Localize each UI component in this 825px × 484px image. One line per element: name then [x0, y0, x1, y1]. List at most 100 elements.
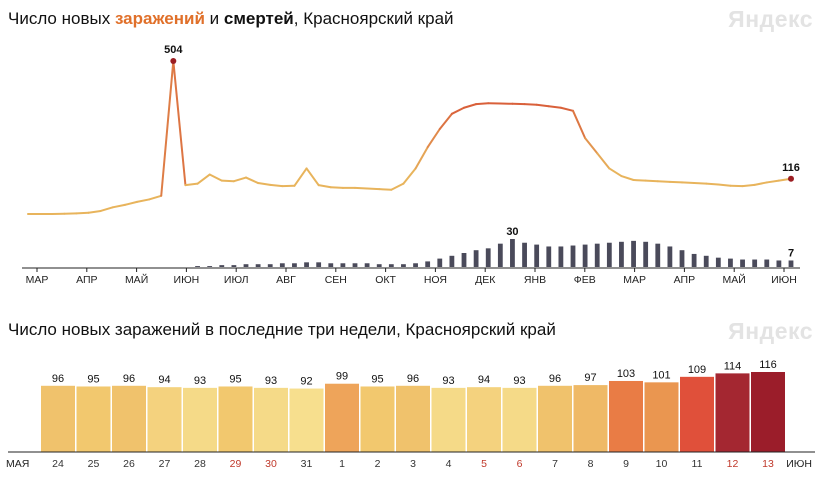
- infections-line-segment: [111, 203, 126, 209]
- infections-line-segment: [656, 180, 671, 183]
- day-label: 25: [88, 458, 100, 470]
- infections-line-segment: [438, 112, 453, 130]
- deaths-bar: [207, 266, 213, 267]
- deaths-bar: [631, 240, 636, 267]
- day-label: 24: [52, 458, 64, 470]
- day-bar: [41, 385, 75, 452]
- infections-line-segment: [572, 109, 587, 140]
- infections-line-segment: [329, 186, 344, 189]
- month-label: МАЙ: [723, 273, 746, 286]
- deaths-bar: [195, 266, 200, 267]
- bar-value-label: 96: [407, 373, 419, 385]
- bar-value-label: 94: [478, 374, 490, 386]
- deaths-bar: [728, 258, 733, 267]
- title-part-1: Число новых: [8, 9, 115, 28]
- bar-value-label: 92: [300, 376, 312, 388]
- infections-line-segment: [99, 206, 114, 212]
- day-label: 4: [446, 458, 452, 470]
- month-label: МАР: [26, 274, 49, 286]
- month-label: СЕН: [325, 274, 347, 286]
- deaths-bar: [473, 250, 479, 267]
- bar-value-label: 114: [724, 360, 742, 372]
- bar-value-label: 95: [229, 373, 241, 385]
- deaths-bar: [667, 246, 673, 267]
- day-label: 9: [623, 458, 629, 470]
- deaths-bar: [376, 264, 382, 267]
- infections-line-segment: [765, 179, 780, 184]
- day-label: 31: [301, 458, 313, 470]
- infections-line-segment: [450, 106, 465, 115]
- month-label: НОЯ: [424, 274, 447, 286]
- bar-value-label: 109: [688, 364, 706, 376]
- deaths-bar: [316, 262, 322, 267]
- deaths-bar: [219, 265, 225, 267]
- infections-line-segment: [632, 179, 647, 182]
- infections-line-segment: [269, 183, 284, 188]
- deaths-bar: [231, 265, 237, 267]
- day-label: 11: [692, 458, 703, 470]
- deaths-bar: [292, 263, 297, 267]
- infections-line-segment: [366, 187, 381, 191]
- day-label: 10: [656, 458, 668, 470]
- infections-line-segment: [196, 173, 211, 185]
- day-bar: [609, 380, 643, 452]
- day-bar: [218, 386, 253, 452]
- day-bar: [715, 373, 750, 452]
- cases-deaths-chart-svg: 504 116 30 7 МАР АПР МАЙ ИЮН ИЮЛ АВГ СЕН ОКТ НОЯ ДЕК Я…: [22, 44, 800, 286]
- infections-line-segment: [717, 183, 732, 187]
- infections-line-segment: [463, 103, 478, 109]
- month-label: ОКТ: [375, 274, 396, 286]
- deaths-bar: [655, 243, 661, 267]
- yandex-logo-bottom: Яндекс: [728, 318, 813, 344]
- bar-value-label: 99: [336, 371, 348, 383]
- day-label: 13: [762, 458, 774, 470]
- deaths-bar: [740, 259, 745, 267]
- deaths-bar: [764, 259, 770, 267]
- infections-line-segment: [559, 106, 574, 112]
- deaths-bar: [388, 264, 394, 267]
- day-bar: [183, 387, 217, 452]
- bar-value-label: 93: [442, 375, 454, 387]
- day-bar: [325, 383, 359, 452]
- day-bar: [573, 385, 608, 452]
- bar-value-label: 93: [513, 375, 525, 387]
- infections-line-segment: [523, 103, 538, 106]
- infections-line-segment: [608, 167, 623, 178]
- infections-line-segment: [426, 128, 441, 149]
- bar-value-label: 96: [123, 373, 135, 385]
- deaths-bar: [497, 243, 503, 267]
- infections-line-segment: [693, 182, 708, 185]
- day-bar: [467, 387, 501, 452]
- top-chart-title: Число новых заражений и смертей, Красноя…: [8, 9, 454, 29]
- infections-line-segment: [148, 194, 163, 201]
- bar-value-label: 95: [87, 373, 99, 385]
- title-part-5: , Красноярский край: [293, 9, 454, 28]
- day-bar: [360, 386, 395, 452]
- month-label: АПР: [674, 274, 695, 286]
- month-label: ИЮН: [174, 274, 200, 286]
- infections-point-marker: [788, 175, 794, 182]
- infections-line-segment: [172, 60, 187, 187]
- deaths-bar: [279, 263, 285, 267]
- three-weeks-chart-panel: Число новых заражений в последние три не…: [0, 312, 825, 484]
- infections-line-segment: [402, 167, 417, 185]
- deaths-bar: [776, 260, 782, 267]
- day-bar: [396, 385, 430, 452]
- deaths-bar: [364, 263, 370, 267]
- day-label: 8: [588, 458, 594, 470]
- day-bar: [431, 387, 466, 452]
- deaths-bar: [437, 258, 443, 267]
- title-part-infections: заражений: [114, 9, 205, 28]
- day-bar: [538, 385, 572, 452]
- infections-series: [27, 60, 792, 215]
- infections-line-segment: [220, 179, 235, 183]
- infections-line-segment: [620, 175, 635, 181]
- infections-line-segment: [547, 105, 562, 109]
- deaths-bar: [461, 253, 467, 267]
- month-label: ЯНВ: [524, 274, 546, 286]
- infections-point-marker: [170, 58, 177, 64]
- deaths-bar: [413, 263, 418, 267]
- month-label: ИЮЛ: [224, 274, 249, 286]
- infections-line-segment: [123, 200, 138, 206]
- infections-line-segment: [136, 198, 151, 203]
